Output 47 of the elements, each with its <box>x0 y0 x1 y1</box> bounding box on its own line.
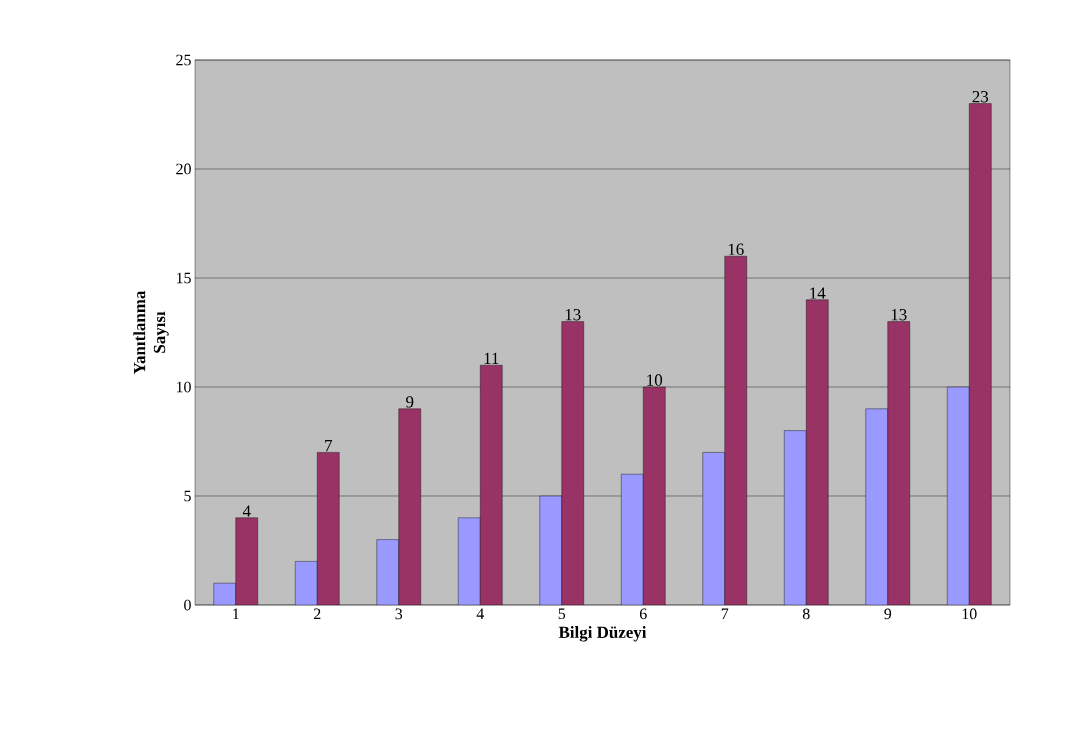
bar <box>784 430 807 605</box>
y-tick-label: 25 <box>176 54 191 66</box>
y-axis-title: Yanıtlanma Sayısı <box>133 290 169 375</box>
bar <box>398 408 421 605</box>
bar <box>806 299 829 605</box>
bar <box>317 452 340 605</box>
bar <box>561 321 584 605</box>
x-tick-label: 10 <box>962 608 977 620</box>
x-tick-label: 6 <box>639 608 647 620</box>
x-tick-label: 2 <box>313 608 321 620</box>
x-axis-title: Bilgi Düzeyi <box>558 626 647 642</box>
data-label: 10 <box>647 374 663 386</box>
x-tick-label: 7 <box>721 608 729 619</box>
data-label: 14 <box>810 287 826 299</box>
bar <box>643 386 666 605</box>
x-tick-label: 1 <box>233 608 239 620</box>
bar <box>702 452 725 605</box>
data-label: 7 <box>325 440 333 452</box>
bar <box>480 365 503 605</box>
y-tick-label: 20 <box>176 163 191 175</box>
bar <box>235 517 258 605</box>
bar <box>621 474 644 605</box>
x-tick-label: 8 <box>802 608 810 620</box>
data-label: 9 <box>406 396 414 408</box>
data-label: 11 <box>484 352 499 364</box>
bar <box>458 517 481 605</box>
data-label: 13 <box>891 309 907 321</box>
data-label: 16 <box>728 243 744 255</box>
bar <box>376 539 399 605</box>
data-label: 4 <box>242 505 251 517</box>
bar <box>865 408 888 605</box>
bar <box>295 561 318 605</box>
y-tick-label: 0 <box>184 599 191 611</box>
bar <box>887 321 910 605</box>
x-tick-label: 5 <box>558 608 566 620</box>
y-tick-label: 5 <box>184 490 191 502</box>
y-tick-label: 10 <box>176 381 191 393</box>
y-tick-label: 15 <box>176 272 191 284</box>
x-tick-label: 9 <box>884 608 892 620</box>
bar <box>724 256 747 605</box>
data-label: 23 <box>972 91 989 103</box>
data-label: 13 <box>565 309 581 321</box>
bar <box>947 386 970 605</box>
bar <box>539 495 562 605</box>
bar <box>969 103 992 605</box>
x-tick-label: 4 <box>476 608 484 620</box>
x-tick-label: 3 <box>395 608 403 620</box>
